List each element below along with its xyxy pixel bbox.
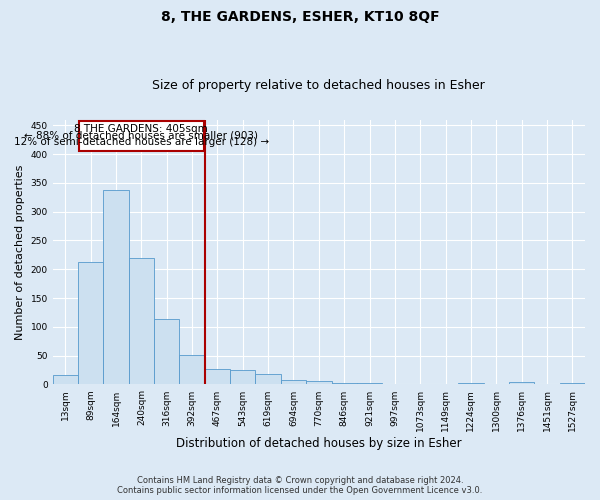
Bar (205, 370, 230, 384)
Bar (230, 370, 256, 384)
Text: 12% of semi-detached houses are larger (128) →: 12% of semi-detached houses are larger (… (14, 137, 269, 147)
Bar (129, 258, 154, 384)
Bar (306, 381, 332, 384)
Bar (509, 382, 535, 384)
Bar (179, 354, 205, 384)
Text: ← 88% of detached houses are smaller (903): ← 88% of detached houses are smaller (90… (24, 130, 258, 140)
Y-axis label: Number of detached properties: Number of detached properties (15, 164, 25, 340)
Text: 8, THE GARDENS, ESHER, KT10 8QF: 8, THE GARDENS, ESHER, KT10 8QF (161, 10, 439, 24)
Bar (281, 380, 306, 384)
Bar (78, 262, 103, 384)
Bar (332, 382, 357, 384)
X-axis label: Distribution of detached houses by size in Esher: Distribution of detached houses by size … (176, 437, 461, 450)
Bar (53, 374, 78, 384)
Bar (256, 374, 281, 384)
Bar (103, 190, 129, 384)
Text: 8 THE GARDENS: 405sqm: 8 THE GARDENS: 405sqm (74, 124, 208, 134)
Text: Contains HM Land Registry data © Crown copyright and database right 2024.: Contains HM Land Registry data © Crown c… (137, 476, 463, 485)
Text: Contains public sector information licensed under the Open Government Licence v3: Contains public sector information licen… (118, 486, 482, 495)
Bar (560, 382, 585, 384)
Bar (79, 120, 204, 151)
Title: Size of property relative to detached houses in Esher: Size of property relative to detached ho… (152, 79, 485, 92)
Bar (154, 320, 179, 384)
